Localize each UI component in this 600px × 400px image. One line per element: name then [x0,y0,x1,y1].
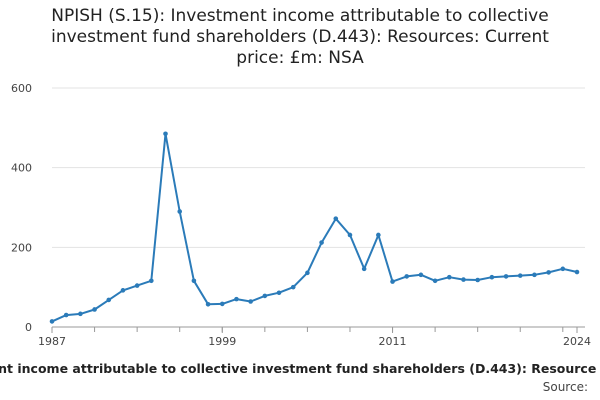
y-tick-label: 0 [25,321,32,334]
data-point [205,301,211,307]
data-point [574,269,580,275]
data-point [248,299,253,304]
chart-title: NPISH (S.15): Investment income attribut… [10,6,590,69]
data-point [446,274,452,280]
data-point [63,312,69,318]
data-point [475,277,480,283]
data-point [376,232,381,238]
data-point [49,319,55,324]
data-point [347,232,353,238]
data-point [532,272,537,278]
data-point [560,266,566,272]
data-series [49,131,580,324]
gridlines [52,87,585,248]
data-point [319,240,324,245]
source-label: Source: [542,380,588,394]
series-line [51,132,578,323]
x-tick-label: 1999 [208,335,236,348]
data-point [546,270,551,275]
data-point [361,266,367,272]
data-point [219,301,225,307]
data-point [276,290,282,296]
data-point [290,284,296,290]
x-tick-label: 2011 [379,335,407,348]
data-point [163,131,168,137]
chart-title-line: investment fund shareholders (D.443): Re… [51,27,549,47]
data-point [191,278,197,284]
y-axis: 0 200 400 600 [11,82,32,334]
data-point [432,278,438,284]
chart-title-line: price: £m: NSA [236,48,364,68]
data-point [177,209,183,214]
data-point [404,274,410,279]
x-tick-label: 1987 [38,335,66,348]
data-point [120,288,126,293]
x-tick-label: 2024 [563,335,591,348]
y-tick-label: 200 [11,241,32,254]
data-point [390,279,395,284]
data-point [134,283,140,288]
data-point [92,307,97,312]
chart-title-line: NPISH (S.15): Investment income attribut… [51,6,549,26]
data-point [149,278,154,284]
data-point [503,274,509,279]
y-tick-label: 400 [11,162,32,175]
data-point [106,297,112,303]
data-point [234,296,239,302]
series-label: ent income attributable to collective in… [0,361,597,376]
data-point [78,311,83,317]
y-tick-label: 600 [11,82,32,95]
data-point [333,216,339,221]
data-point [262,293,268,299]
data-point [305,270,310,276]
x-axis: 1987 1999 2011 2024 [38,326,591,348]
data-point [461,277,466,282]
data-point [517,273,523,278]
data-point [418,272,424,278]
data-point [489,274,495,280]
